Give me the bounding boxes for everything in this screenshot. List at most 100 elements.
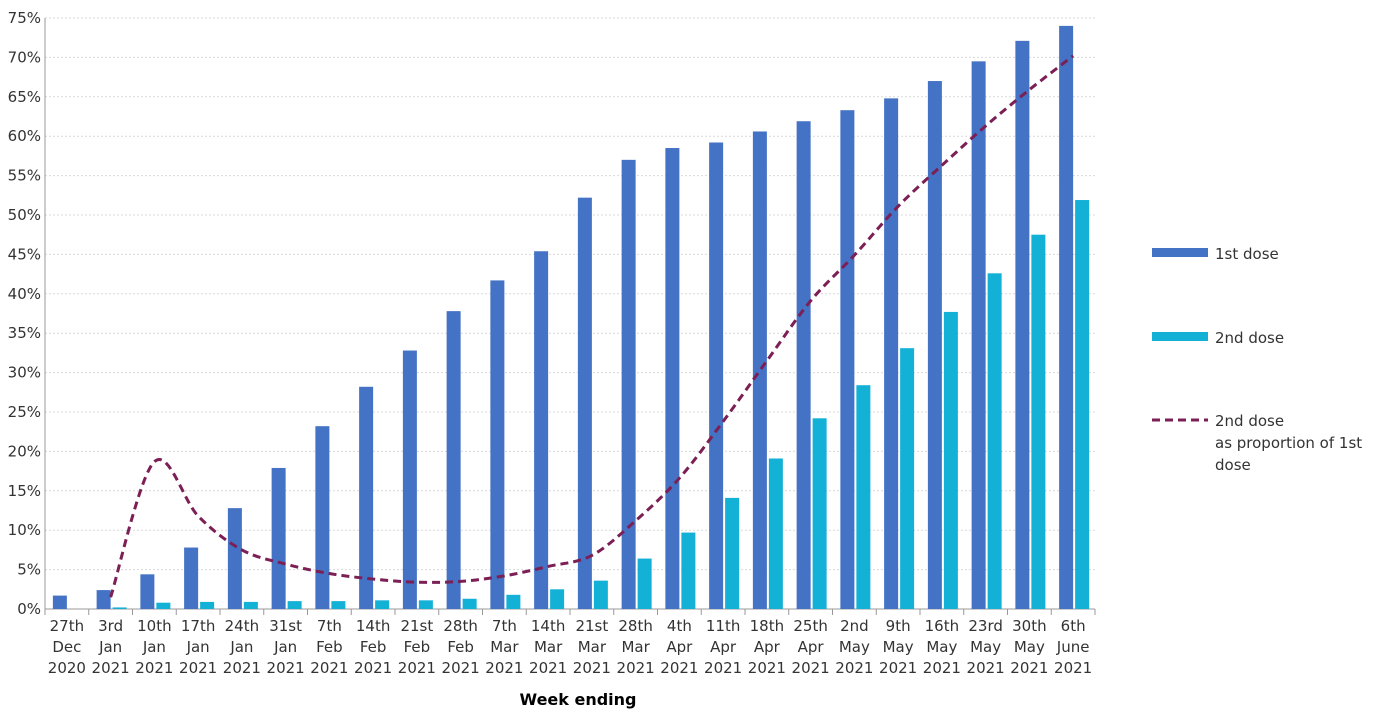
x-tick-label-line: Jan bbox=[273, 638, 297, 656]
x-tick-label-line: May bbox=[926, 638, 957, 656]
x-tick-label-line: 2021 bbox=[573, 659, 611, 677]
y-tick-label: 55% bbox=[8, 167, 41, 185]
x-tick-label-line: 2021 bbox=[1010, 659, 1048, 677]
bar bbox=[577, 197, 592, 609]
y-tick-label: 20% bbox=[8, 442, 41, 460]
x-tick-label: 7th Feb 2021 bbox=[310, 617, 348, 677]
x-tick-label-line: 6th bbox=[1061, 617, 1086, 635]
x-tick-label-line: 2021 bbox=[748, 659, 786, 677]
x-tick-label-line: Mar bbox=[534, 638, 563, 656]
y-tick-label: 40% bbox=[8, 285, 41, 303]
bar bbox=[768, 458, 783, 609]
x-tick-label: 6th June 2021 bbox=[1054, 617, 1092, 677]
x-tick-label: 14th Mar 2021 bbox=[529, 617, 567, 677]
x-tick-label-line: 21st bbox=[575, 617, 608, 635]
legend-label: 1st dose bbox=[1215, 245, 1279, 263]
x-tick-label-line: Apr bbox=[666, 638, 693, 656]
x-tick-label: 3rd Jan 2021 bbox=[92, 617, 130, 677]
x-tick-label: 2nd May 2021 bbox=[835, 617, 873, 677]
x-axis-title: Week ending bbox=[519, 690, 636, 709]
bar bbox=[665, 148, 680, 609]
legend-label-line: 2nd dose bbox=[1215, 412, 1284, 430]
bar bbox=[462, 598, 477, 609]
bar bbox=[446, 311, 461, 609]
bar bbox=[359, 386, 374, 609]
x-tick-label-line: 2021 bbox=[135, 659, 173, 677]
bar bbox=[621, 159, 636, 609]
bar bbox=[796, 121, 811, 609]
line bbox=[109, 54, 1075, 598]
bar bbox=[856, 385, 871, 609]
bar bbox=[184, 547, 199, 609]
x-tick-label-line: 18th bbox=[750, 617, 784, 635]
bar bbox=[637, 558, 652, 609]
x-tick-label: 21st Feb 2021 bbox=[398, 617, 436, 677]
bar bbox=[681, 532, 696, 609]
x-tick-label-line: 9th bbox=[886, 617, 911, 635]
y-tick-label: 10% bbox=[8, 521, 41, 539]
x-tick-label: 31st Jan 2021 bbox=[267, 617, 305, 677]
x-tick-label-line: 3rd bbox=[98, 617, 123, 635]
x-tick-label-line: May bbox=[883, 638, 914, 656]
bar bbox=[271, 467, 286, 609]
x-tick-label-line: 2021 bbox=[485, 659, 523, 677]
x-tick-label-line: 2021 bbox=[617, 659, 655, 677]
bar bbox=[1015, 40, 1030, 610]
x-tick-label-line: 16th bbox=[925, 617, 959, 635]
x-tick-label-line: Jan bbox=[229, 638, 253, 656]
x-tick-label-line: 7th bbox=[317, 617, 342, 635]
x-tick-label-line: 2021 bbox=[267, 659, 305, 677]
bar bbox=[1075, 200, 1090, 609]
bar bbox=[725, 497, 740, 609]
x-tick-label-line: 27th bbox=[50, 617, 84, 635]
bar bbox=[550, 589, 565, 609]
bar bbox=[375, 600, 390, 609]
x-tick-label-line: Feb bbox=[316, 638, 343, 656]
legend-label-line: as proportion of 1st bbox=[1215, 434, 1362, 452]
x-tick-label: 24th Jan 2021 bbox=[223, 617, 261, 677]
x-tick-label-line: 2021 bbox=[660, 659, 698, 677]
x-tick-label-line: Mar bbox=[490, 638, 519, 656]
x-tick-label-line: 2021 bbox=[967, 659, 1005, 677]
x-tick-label-line: 11th bbox=[706, 617, 740, 635]
bar bbox=[112, 607, 127, 609]
x-tick-label-line: 2021 bbox=[92, 659, 130, 677]
x-tick-label-line: 2021 bbox=[442, 659, 480, 677]
x-tick-label-line: Feb bbox=[404, 638, 431, 656]
x-tick-label: 18th Apr 2021 bbox=[748, 617, 786, 677]
bar bbox=[490, 280, 505, 609]
y-tick-label: 5% bbox=[17, 561, 41, 579]
x-tick-label-line: Jan bbox=[186, 638, 210, 656]
bar bbox=[52, 595, 67, 609]
x-tick-label-line: 14th bbox=[531, 617, 565, 635]
y-tick-label: 25% bbox=[8, 403, 41, 421]
x-tick-label-line: Mar bbox=[578, 638, 607, 656]
bar bbox=[156, 602, 171, 609]
x-tick-label-line: Dec bbox=[52, 638, 81, 656]
x-tick-label-line: 25th bbox=[793, 617, 827, 635]
y-tick-label: 0% bbox=[17, 600, 41, 618]
legend-swatch bbox=[1152, 248, 1208, 257]
bar bbox=[331, 601, 346, 609]
x-tick-label-line: 2021 bbox=[310, 659, 348, 677]
bar bbox=[96, 590, 111, 609]
x-tick-label-line: Apr bbox=[754, 638, 781, 656]
x-tick-label-line: 2020 bbox=[48, 659, 86, 677]
bar bbox=[227, 508, 242, 609]
bar bbox=[200, 601, 215, 609]
x-tick-label: 10th Jan 2021 bbox=[135, 617, 173, 677]
x-tick-label-line: 2021 bbox=[835, 659, 873, 677]
x-tick-label-line: 31st bbox=[269, 617, 302, 635]
bar bbox=[884, 98, 899, 609]
bar bbox=[840, 110, 855, 610]
x-tick-label-line: 2021 bbox=[792, 659, 830, 677]
x-tick-label-line: 7th bbox=[492, 617, 517, 635]
x-tick-label-line: 2021 bbox=[529, 659, 567, 677]
y-tick-label: 15% bbox=[8, 482, 41, 500]
bar bbox=[243, 601, 258, 609]
x-tick-label-line: 24th bbox=[225, 617, 259, 635]
x-tick-label-line: Feb bbox=[360, 638, 387, 656]
y-tick-label: 30% bbox=[8, 364, 41, 382]
bar bbox=[315, 426, 330, 609]
x-tick-label-line: 2021 bbox=[179, 659, 217, 677]
